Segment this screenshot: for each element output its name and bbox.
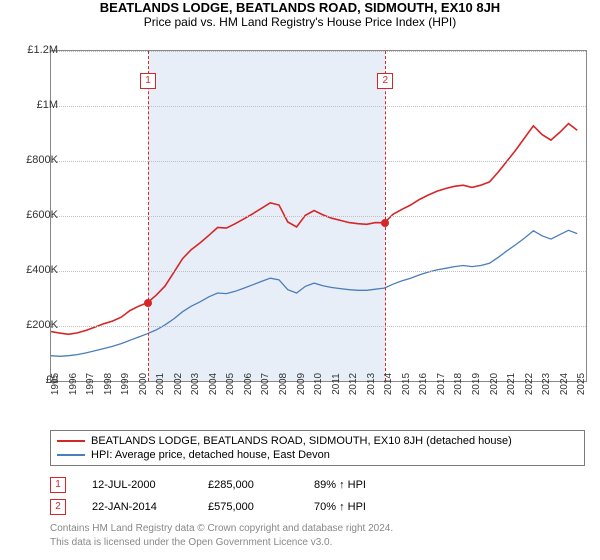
plot-area: 12 xyxy=(50,50,587,382)
y-tick-label: £400K xyxy=(26,264,58,276)
marker-badge: 2 xyxy=(50,499,66,515)
trans-date: 22-JAN-2014 xyxy=(92,501,182,513)
trans-price: £285,000 xyxy=(208,479,288,491)
footer-line: Contains HM Land Registry data © Crown c… xyxy=(50,522,393,536)
x-tick-label: 2011 xyxy=(331,373,342,395)
legend-swatch xyxy=(57,440,85,442)
x-tick-label: 2001 xyxy=(155,373,166,395)
marker-badge: 2 xyxy=(377,73,393,89)
x-tick-label: 2013 xyxy=(366,373,377,395)
x-tick-label: 2017 xyxy=(436,373,447,395)
y-tick-label: £1.2M xyxy=(27,44,58,56)
x-tick-label: 2023 xyxy=(541,373,552,395)
x-tick-label: 2008 xyxy=(278,373,289,395)
x-tick-label: 2006 xyxy=(243,373,254,395)
marker-dot xyxy=(381,219,389,227)
x-tick-label: 1998 xyxy=(103,373,114,395)
chart-container: BEATLANDS LODGE, BEATLANDS ROAD, SIDMOUT… xyxy=(0,0,600,560)
x-tick-label: 2005 xyxy=(225,373,236,395)
x-tick-label: 2003 xyxy=(190,373,201,395)
legend-box: BEATLANDS LODGE, BEATLANDS ROAD, SIDMOUT… xyxy=(50,430,585,466)
chart-subtitle: Price paid vs. HM Land Registry's House … xyxy=(0,15,600,29)
marker-dot xyxy=(144,299,152,307)
x-tick-label: 2016 xyxy=(418,373,429,395)
x-tick-label: 2002 xyxy=(173,373,184,395)
x-tick-label: 1996 xyxy=(68,373,79,395)
marker-badge: 1 xyxy=(140,73,156,89)
table-row: 2 22-JAN-2014 £575,000 70% ↑ HPI xyxy=(50,496,585,518)
x-tick-label: 2007 xyxy=(260,373,271,395)
x-tick-label: 2025 xyxy=(576,373,587,395)
y-tick-label: £200K xyxy=(26,319,58,331)
trans-pct: 70% ↑ HPI xyxy=(314,501,366,513)
footer-line: This data is licensed under the Open Gov… xyxy=(50,536,393,550)
x-tick-label: 2000 xyxy=(138,373,149,395)
x-tick-label: 2010 xyxy=(313,373,324,395)
x-tick-label: 1995 xyxy=(50,373,61,395)
x-tick-label: 2015 xyxy=(401,373,412,395)
y-tick-label: £600K xyxy=(26,209,58,221)
legend-swatch xyxy=(57,454,85,456)
trans-pct: 89% ↑ HPI xyxy=(314,479,366,491)
x-tick-label: 1997 xyxy=(85,373,96,395)
x-tick-label: 2018 xyxy=(453,373,464,395)
x-tick-label: 2009 xyxy=(296,373,307,395)
trans-price: £575,000 xyxy=(208,501,288,513)
legend-label: BEATLANDS LODGE, BEATLANDS ROAD, SIDMOUT… xyxy=(91,435,512,447)
x-tick-label: 1999 xyxy=(120,373,131,395)
footer-text: Contains HM Land Registry data © Crown c… xyxy=(50,522,393,549)
legend-item: HPI: Average price, detached house, East… xyxy=(57,448,578,462)
x-tick-label: 2004 xyxy=(208,373,219,395)
x-tick-label: 2020 xyxy=(489,373,500,395)
table-row: 1 12-JUL-2000 £285,000 89% ↑ HPI xyxy=(50,474,585,496)
x-tick-label: 2021 xyxy=(506,373,517,395)
legend-item: BEATLANDS LODGE, BEATLANDS ROAD, SIDMOUT… xyxy=(57,434,578,448)
y-tick-label: £1M xyxy=(37,99,58,111)
x-tick-label: 2022 xyxy=(524,373,535,395)
transaction-table: 1 12-JUL-2000 £285,000 89% ↑ HPI 2 22-JA… xyxy=(50,474,585,518)
marker-badge: 1 xyxy=(50,477,66,493)
x-tick-label: 2019 xyxy=(471,373,482,395)
y-tick-label: £800K xyxy=(26,154,58,166)
trans-date: 12-JUL-2000 xyxy=(92,479,182,491)
x-tick-label: 2012 xyxy=(348,373,359,395)
chart-title: BEATLANDS LODGE, BEATLANDS ROAD, SIDMOUT… xyxy=(0,0,600,15)
legend-label: HPI: Average price, detached house, East… xyxy=(91,449,330,461)
x-tick-label: 2024 xyxy=(559,373,570,395)
x-tick-label: 2014 xyxy=(383,373,394,395)
